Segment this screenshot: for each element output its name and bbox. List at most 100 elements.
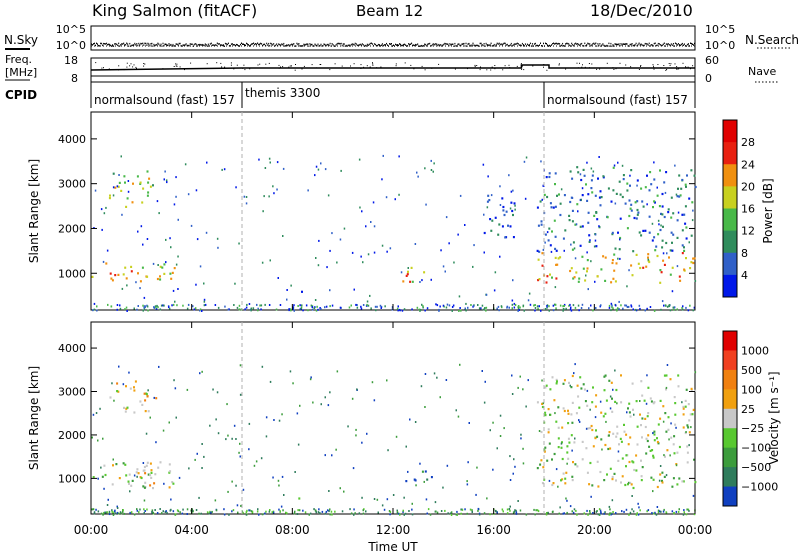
power-cell	[611, 304, 613, 307]
velocity-cell	[151, 509, 154, 512]
power-cell	[260, 304, 263, 307]
nsky-point	[141, 43, 143, 45]
power-cell	[652, 206, 654, 209]
velocity-cell	[650, 400, 653, 403]
velocity-cell	[242, 511, 244, 514]
velocity-cell	[215, 418, 217, 421]
power-cell	[169, 237, 171, 240]
nave-point	[543, 66, 544, 68]
nsky-point	[245, 44, 246, 47]
power-cell	[590, 304, 592, 307]
velocity-cell	[250, 510, 253, 513]
nsky-point	[628, 45, 630, 47]
nsky-point	[629, 43, 631, 46]
power-cell	[430, 278, 432, 281]
velocity-cell	[662, 405, 665, 408]
power-cell	[483, 251, 485, 254]
power-cell	[175, 176, 177, 179]
nsky-point	[342, 43, 344, 45]
nsky-point	[395, 43, 396, 46]
nsky-point	[575, 42, 577, 45]
velocity-cell	[673, 396, 676, 399]
nsky-point	[272, 44, 274, 46]
nsky-point	[190, 43, 192, 45]
power-ylabel: Slant Range [km]	[27, 159, 41, 263]
velocity-cell	[509, 479, 512, 481]
velocity-cell	[157, 466, 160, 469]
nsky-point	[631, 43, 633, 45]
power-cell	[613, 164, 616, 167]
y-tick-label: 4000	[58, 133, 86, 146]
nsky-point	[650, 44, 652, 46]
velocity-cell	[201, 467, 203, 469]
nsky-point	[216, 42, 218, 44]
velocity-cell	[597, 485, 600, 488]
nsky-point	[326, 43, 328, 46]
power-cell	[610, 302, 613, 305]
velocity-cell	[511, 374, 513, 377]
velocity-cell	[356, 388, 358, 391]
velocity-cell	[235, 484, 237, 487]
nsky-point	[329, 42, 331, 45]
velocity-cell	[231, 510, 233, 513]
velocity-cell	[665, 511, 667, 514]
power-cell	[534, 304, 536, 306]
colorbar-swatch	[723, 350, 737, 371]
power-cell	[549, 202, 552, 205]
velocity-cell	[542, 402, 545, 405]
nsky-point	[379, 45, 381, 47]
velocity-cell	[665, 430, 668, 433]
nave-point	[175, 63, 177, 65]
nave-point	[652, 64, 654, 66]
velocity-cell	[517, 500, 519, 502]
power-cell	[238, 308, 241, 311]
velocity-cell	[676, 451, 679, 454]
power-cell	[367, 253, 370, 256]
power-cell	[581, 187, 584, 190]
velocity-cell	[684, 399, 687, 402]
nsky-point	[517, 43, 519, 45]
power-cell	[692, 257, 695, 260]
power-cell	[586, 251, 588, 254]
power-cell	[277, 277, 279, 279]
nsky-point	[125, 44, 127, 46]
nsky-point	[522, 44, 524, 46]
nsky-point	[526, 43, 528, 46]
nsky-point	[545, 42, 546, 45]
power-cell	[548, 305, 550, 308]
nsky-point	[391, 43, 392, 45]
velocity-cell	[297, 443, 300, 446]
nsky-point	[595, 42, 597, 44]
power-cell	[592, 309, 594, 312]
velocity-cell	[548, 479, 551, 482]
nsky-point	[214, 44, 216, 46]
power-cell	[380, 307, 382, 309]
power-cell	[600, 196, 603, 199]
velocity-cell	[682, 407, 685, 410]
power-cell	[546, 305, 548, 307]
power-cell	[681, 178, 684, 182]
power-cell	[112, 194, 115, 197]
velocity-cell	[509, 455, 511, 458]
nave-point	[476, 65, 478, 66]
velocity-cell	[362, 509, 364, 512]
power-cell	[301, 304, 303, 307]
velocity-cell	[136, 475, 138, 478]
power-cell	[656, 186, 658, 189]
power-cell	[503, 213, 506, 217]
velocity-cell	[589, 512, 591, 515]
power-cell	[331, 304, 334, 307]
power-cell	[407, 267, 409, 269]
power-cell	[574, 306, 577, 309]
nave-point	[319, 64, 321, 65]
power-cell	[380, 305, 383, 308]
power-cell	[562, 305, 564, 308]
nsky-point	[376, 44, 378, 47]
power-cell	[540, 309, 542, 312]
power-cell	[554, 303, 556, 306]
power-cell	[681, 306, 683, 309]
velocity-cell	[449, 512, 452, 515]
velocity-cell	[647, 509, 650, 512]
velocity-cell	[176, 509, 179, 512]
velocity-cell	[292, 382, 294, 385]
